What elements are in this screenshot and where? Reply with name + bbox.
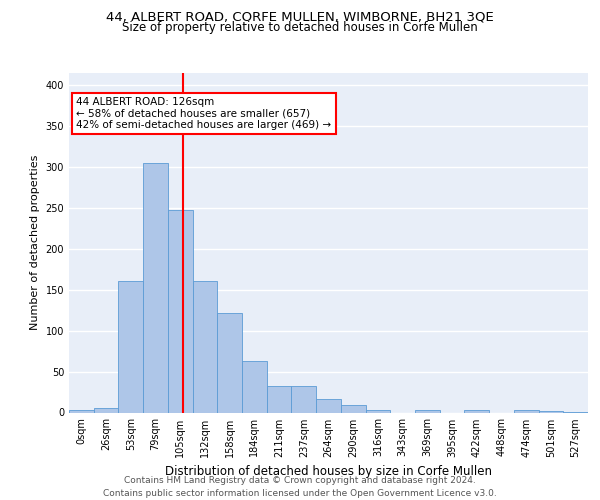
Bar xyxy=(365,410,390,412)
Bar xyxy=(118,282,143,412)
Bar xyxy=(464,410,489,412)
Bar xyxy=(217,314,242,412)
Bar xyxy=(514,410,539,412)
Bar xyxy=(193,282,217,412)
Bar xyxy=(143,162,168,412)
Bar xyxy=(341,405,365,412)
X-axis label: Distribution of detached houses by size in Corfe Mullen: Distribution of detached houses by size … xyxy=(165,465,492,478)
Y-axis label: Number of detached properties: Number of detached properties xyxy=(30,155,40,330)
Text: 44 ALBERT ROAD: 126sqm
← 58% of detached houses are smaller (657)
42% of semi-de: 44 ALBERT ROAD: 126sqm ← 58% of detached… xyxy=(76,97,332,130)
Bar xyxy=(69,410,94,412)
Bar xyxy=(415,410,440,412)
Bar xyxy=(94,408,118,412)
Bar xyxy=(539,411,563,412)
Text: Contains HM Land Registry data © Crown copyright and database right 2024.
Contai: Contains HM Land Registry data © Crown c… xyxy=(103,476,497,498)
Bar xyxy=(242,361,267,412)
Bar xyxy=(292,386,316,412)
Text: Size of property relative to detached houses in Corfe Mullen: Size of property relative to detached ho… xyxy=(122,21,478,34)
Bar xyxy=(316,400,341,412)
Text: 44, ALBERT ROAD, CORFE MULLEN, WIMBORNE, BH21 3QE: 44, ALBERT ROAD, CORFE MULLEN, WIMBORNE,… xyxy=(106,11,494,24)
Bar xyxy=(168,210,193,412)
Bar xyxy=(267,386,292,412)
